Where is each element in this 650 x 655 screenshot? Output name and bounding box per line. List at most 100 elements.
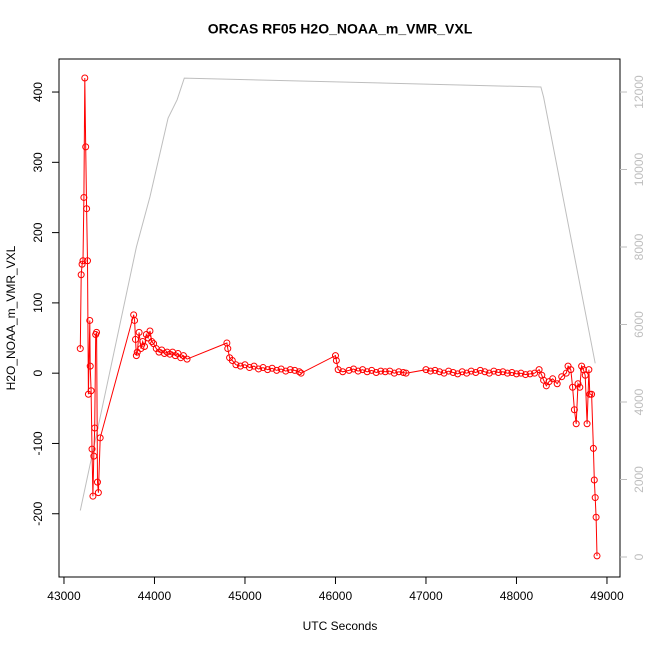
data-point	[445, 367, 453, 375]
x-tick-label: 44000	[138, 589, 172, 603]
data-point	[297, 369, 305, 377]
x-tick-label: 46000	[319, 589, 353, 603]
x-tick-label: 43000	[47, 589, 81, 603]
y2-tick-label: 2000	[632, 466, 646, 493]
data-point	[567, 366, 575, 374]
data-point	[583, 420, 591, 428]
data-point	[88, 445, 96, 453]
data-point	[135, 328, 143, 336]
data-point	[494, 368, 502, 376]
data-point	[558, 373, 566, 381]
data-point	[503, 369, 511, 377]
data-point	[264, 366, 272, 374]
y-tick-label: -200	[31, 501, 45, 525]
data-point	[535, 366, 543, 374]
data-point	[350, 365, 358, 373]
data-point	[526, 370, 534, 378]
data-point	[339, 368, 347, 376]
data-point	[131, 335, 139, 343]
data-point	[590, 476, 598, 484]
data-point	[148, 338, 156, 346]
data-point	[90, 452, 98, 460]
data-point	[472, 368, 480, 376]
data-point	[570, 406, 578, 414]
data-point	[224, 345, 232, 353]
data-point	[436, 368, 444, 376]
data-point	[562, 369, 570, 377]
data-point	[295, 368, 303, 376]
data-point	[86, 362, 94, 370]
data-point	[91, 424, 99, 432]
data-point	[553, 380, 561, 388]
data-point	[79, 257, 87, 265]
data-point	[512, 370, 520, 378]
data-point	[277, 365, 285, 373]
data-point	[354, 367, 362, 375]
y-tick-label: 400	[31, 82, 45, 102]
data-point	[593, 552, 601, 560]
data-point	[78, 260, 86, 268]
data-point	[431, 366, 439, 374]
y2-tick-label: 8000	[632, 233, 646, 260]
data-point	[481, 368, 489, 376]
data-point	[454, 370, 462, 378]
data-point	[569, 383, 577, 391]
data-point	[381, 368, 389, 376]
data-point	[522, 371, 530, 379]
data-point	[508, 368, 516, 376]
data-point	[449, 368, 457, 376]
y2-tick-label: 0	[632, 553, 646, 560]
y-tick-label: 100	[31, 293, 45, 313]
data-point	[291, 366, 299, 374]
data-point	[485, 369, 493, 377]
y2-tick-label: 4000	[632, 388, 646, 415]
data-point	[86, 316, 94, 324]
data-point	[549, 375, 557, 383]
data-point	[87, 387, 95, 395]
x-tick-label: 48000	[500, 589, 534, 603]
data-point	[476, 366, 484, 374]
data-point	[458, 368, 466, 376]
series-line	[79, 77, 596, 511]
x-axis-label: UTC Seconds	[303, 619, 378, 633]
y-tick-label: 300	[31, 152, 45, 172]
data-point	[463, 369, 471, 377]
data-point	[517, 369, 525, 377]
data-point	[572, 420, 580, 428]
y-tick-label: 0	[31, 370, 45, 377]
data-point	[232, 361, 240, 369]
data-point	[368, 366, 376, 374]
data-point	[592, 513, 600, 521]
data-point	[334, 366, 342, 374]
series-line	[79, 77, 598, 556]
data-point	[268, 364, 276, 372]
data-point	[345, 366, 353, 374]
data-point	[440, 369, 448, 377]
data-point	[589, 444, 597, 452]
data-point	[131, 316, 139, 324]
x-tick-label: 47000	[409, 589, 443, 603]
data-point	[139, 338, 147, 346]
data-point	[80, 193, 88, 201]
data-point	[137, 345, 145, 353]
y2-tick-label: 6000	[632, 311, 646, 338]
data-point	[531, 369, 539, 377]
data-point	[273, 366, 281, 374]
data-point	[282, 367, 290, 375]
data-point	[259, 364, 267, 372]
x-tick-label: 49000	[590, 589, 624, 603]
data-point	[146, 327, 154, 335]
data-point	[286, 366, 294, 374]
data-point	[93, 328, 101, 336]
data-point	[183, 355, 191, 363]
data-point	[386, 367, 394, 375]
chart-title: ORCAS RF05 H2O_NOAA_m_VMR_VXL	[208, 21, 473, 37]
data-point	[574, 380, 582, 388]
y-tick-label: -100	[31, 431, 45, 455]
data-point	[359, 366, 367, 374]
data-point	[588, 390, 596, 398]
data-point	[581, 371, 589, 379]
data-point	[426, 367, 434, 375]
